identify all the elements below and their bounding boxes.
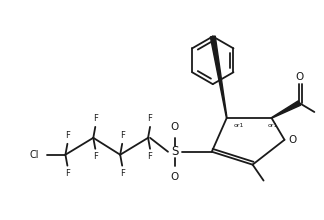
Polygon shape: [272, 101, 301, 118]
Text: or1: or1: [268, 123, 278, 128]
Text: F: F: [148, 152, 153, 161]
Text: F: F: [93, 114, 98, 123]
Text: F: F: [120, 169, 125, 178]
Text: Cl: Cl: [29, 150, 39, 160]
Text: F: F: [93, 152, 98, 161]
Text: F: F: [120, 131, 125, 140]
Text: O: O: [171, 172, 179, 181]
Polygon shape: [210, 36, 227, 118]
Text: F: F: [65, 131, 70, 140]
Text: O: O: [295, 72, 304, 82]
Text: F: F: [65, 169, 70, 178]
Text: F: F: [148, 114, 153, 123]
Text: S: S: [171, 145, 179, 158]
Text: O: O: [288, 135, 296, 145]
Text: O: O: [171, 122, 179, 132]
Text: or1: or1: [234, 123, 244, 128]
